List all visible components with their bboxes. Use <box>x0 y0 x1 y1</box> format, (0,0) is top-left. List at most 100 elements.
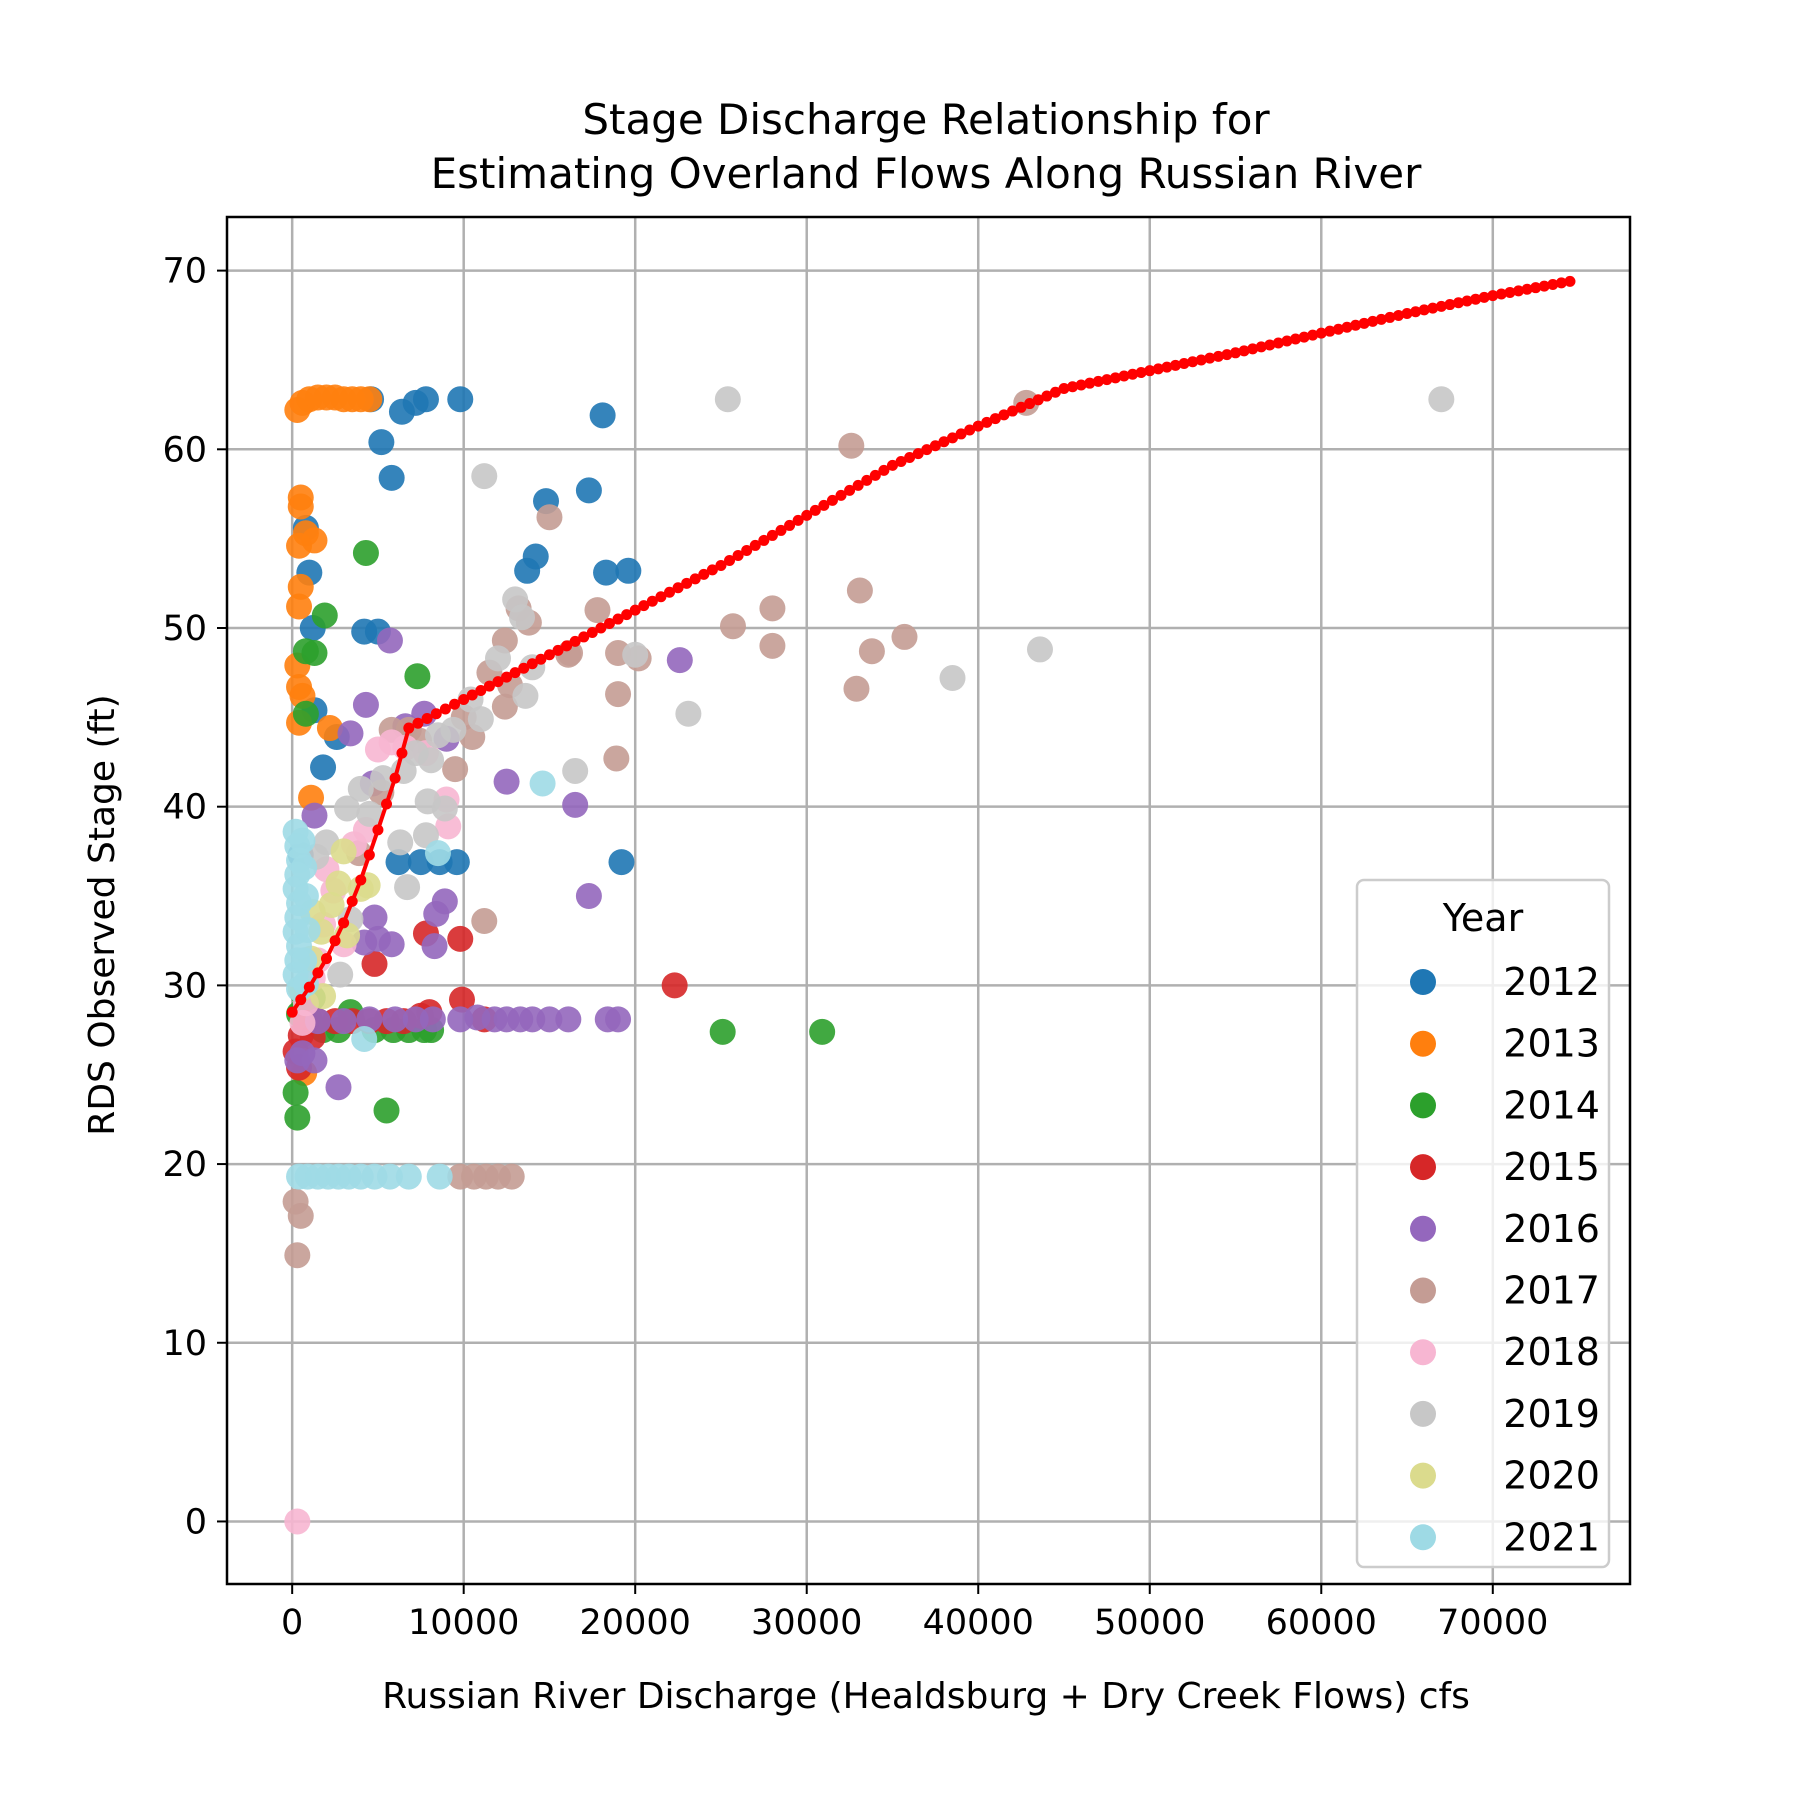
fit-curve-marker <box>1092 375 1104 387</box>
fit-curve-marker <box>312 967 324 979</box>
series-2016 <box>284 627 693 1101</box>
fit-curve-marker <box>1530 282 1542 294</box>
data-point-2019 <box>484 645 511 672</box>
fit-curve-marker <box>1161 361 1173 373</box>
data-point-2017 <box>603 745 630 772</box>
legend-item-2020: 2020 <box>1410 1454 1600 1498</box>
data-point-2016 <box>361 904 388 931</box>
data-point-2016 <box>575 883 602 910</box>
fit-curve-marker <box>412 717 424 729</box>
x-tick-label: 70000 <box>1437 1603 1548 1643</box>
fit-curve-marker <box>758 534 770 546</box>
fit-curve-marker <box>921 444 933 456</box>
data-point-2019 <box>714 386 741 413</box>
data-point-2014 <box>709 1018 736 1045</box>
fit-curve-marker <box>715 559 727 571</box>
data-point-2021 <box>289 827 316 854</box>
fit-curve-marker <box>1410 306 1422 318</box>
data-point-2016 <box>666 647 693 674</box>
data-point-2017 <box>759 632 786 659</box>
data-point-2017 <box>759 595 786 622</box>
data-point-2012 <box>378 464 405 491</box>
data-point-2018 <box>284 1508 311 1535</box>
fit-curve-marker <box>1435 300 1447 312</box>
y-tick-label: 30 <box>162 966 207 1006</box>
fit-curve-marker <box>381 798 393 810</box>
fit-curve-marker <box>998 409 1010 421</box>
data-point-2021 <box>424 840 451 867</box>
legend-label: 2017 <box>1503 1269 1600 1313</box>
fit-curve-marker <box>458 693 470 705</box>
data-point-2017 <box>843 675 870 702</box>
legend-label: 2021 <box>1503 1515 1600 1559</box>
data-point-2017 <box>584 597 611 624</box>
fit-curve-marker <box>1401 307 1413 319</box>
chart-title-line-1: Stage Discharge Relationship for <box>582 95 1270 144</box>
fit-curve-marker <box>972 420 984 432</box>
data-point-2014 <box>311 602 338 629</box>
data-point-2012 <box>522 543 549 570</box>
fit-curve-marker <box>775 524 787 536</box>
fit-curve-marker <box>852 479 864 491</box>
data-point-2017 <box>284 1242 311 1269</box>
fit-curve-marker <box>1513 285 1525 297</box>
x-tick-label: 0 <box>281 1603 303 1643</box>
legend: Year 2012 2013 2014 2015 2016 2017 2018 2019 202… <box>1355 878 1611 1569</box>
fit-curve-marker <box>1281 335 1293 347</box>
legend-marker <box>1410 1030 1436 1057</box>
data-point-2014 <box>284 1104 311 1131</box>
legend-marker <box>1410 1462 1436 1489</box>
data-point-2019 <box>939 665 966 692</box>
data-point-2014 <box>301 640 328 667</box>
data-point-2021 <box>395 1163 422 1190</box>
fit-curve-marker <box>430 708 442 720</box>
fit-curve-marker <box>1315 327 1327 339</box>
legend-label: 2020 <box>1503 1454 1600 1498</box>
fit-curve-marker <box>912 448 924 460</box>
data-point-2014 <box>809 1018 836 1045</box>
fit-curve-marker <box>372 824 384 836</box>
fit-curve-marker <box>629 604 641 616</box>
data-point-2012 <box>368 429 395 456</box>
fit-curve-marker <box>792 514 804 526</box>
fit-curve-marker <box>947 432 959 444</box>
fit-curve-marker <box>1384 311 1396 323</box>
data-point-2017 <box>287 1202 314 1229</box>
legend-item-2018: 2018 <box>1410 1330 1600 1374</box>
data-point-2019 <box>675 700 702 727</box>
fit-curve-marker <box>1555 277 1567 289</box>
legend-item-2021: 2021 <box>1410 1515 1600 1559</box>
fit-curve-marker <box>1324 325 1336 337</box>
fit-curve-marker <box>1049 386 1061 398</box>
fit-curve-marker <box>1367 315 1379 327</box>
data-point-2017 <box>838 432 865 459</box>
data-point-2017 <box>491 693 518 720</box>
data-point-2016 <box>536 1006 563 1033</box>
fit-curve-marker <box>1212 350 1224 362</box>
fit-curve-marker <box>286 1006 298 1018</box>
x-tick-label: 60000 <box>1266 1603 1377 1643</box>
fit-curve-marker <box>389 772 401 784</box>
fit-curve-marker <box>303 981 315 993</box>
fit-curve-marker <box>664 586 676 598</box>
data-point-2014 <box>292 700 319 727</box>
data-point-2012 <box>412 386 439 413</box>
fit-curve-marker <box>338 917 350 929</box>
fit-curve-marker <box>595 622 607 634</box>
fit-curve-marker <box>1041 390 1053 402</box>
data-point-2016 <box>378 931 405 958</box>
y-tick-label: 20 <box>162 1145 207 1185</box>
data-point-2016 <box>330 1008 357 1035</box>
fit-curve-marker <box>526 658 538 670</box>
data-point-2021 <box>376 1163 403 1190</box>
fit-curve-marker <box>421 713 433 725</box>
fit-curve-marker <box>689 573 701 585</box>
fit-curve-marker <box>672 582 684 594</box>
fit-curve-marker <box>861 474 873 486</box>
data-point-2019 <box>467 706 494 733</box>
fit-curve-marker <box>955 428 967 440</box>
data-point-2016 <box>325 1074 352 1101</box>
fit-curve-marker <box>1521 283 1533 295</box>
fit-curve-marker <box>681 577 693 589</box>
data-point-2019 <box>387 829 414 856</box>
